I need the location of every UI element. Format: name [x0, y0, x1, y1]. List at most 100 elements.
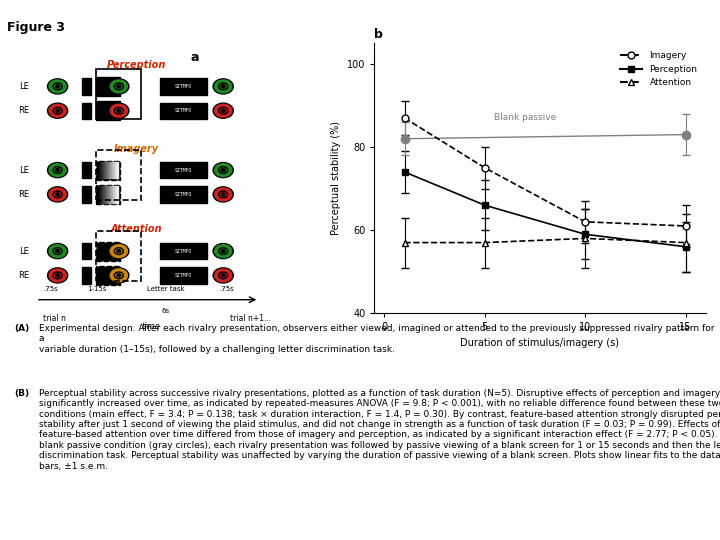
- Bar: [82, 243, 91, 259]
- Text: a: a: [190, 51, 199, 64]
- Circle shape: [221, 168, 225, 172]
- Circle shape: [110, 104, 127, 117]
- Circle shape: [117, 85, 121, 88]
- Circle shape: [221, 274, 225, 277]
- Bar: [96, 266, 120, 285]
- Circle shape: [55, 109, 60, 112]
- Bar: [82, 78, 91, 94]
- Text: Blank passive: Blank passive: [494, 113, 556, 122]
- Circle shape: [110, 80, 127, 93]
- Bar: [82, 186, 91, 202]
- Bar: [107, 162, 108, 178]
- Circle shape: [117, 274, 121, 277]
- Bar: [82, 267, 91, 284]
- Circle shape: [215, 269, 232, 282]
- Text: Perceptual stability across successive rivalry presentations, plotted as a funct: Perceptual stability across successive r…: [39, 389, 720, 470]
- Bar: [114, 162, 115, 178]
- Bar: [116, 186, 117, 202]
- Circle shape: [213, 244, 233, 259]
- Text: SZTMFO: SZTMFO: [175, 273, 192, 278]
- Bar: [112, 162, 113, 178]
- Bar: [99, 186, 100, 202]
- Circle shape: [221, 85, 225, 88]
- Text: RE: RE: [18, 271, 29, 280]
- Circle shape: [221, 193, 225, 196]
- Bar: [96, 242, 120, 261]
- Text: SZTMFO: SZTMFO: [175, 248, 192, 254]
- Circle shape: [215, 80, 232, 93]
- Text: trial n: trial n: [43, 314, 66, 323]
- Circle shape: [213, 103, 233, 118]
- Bar: [98, 186, 99, 202]
- Bar: [105, 162, 106, 178]
- Text: 1-15s: 1-15s: [87, 286, 107, 292]
- Text: Figure 3: Figure 3: [7, 21, 66, 33]
- Text: .75s: .75s: [220, 286, 234, 292]
- Circle shape: [109, 103, 129, 118]
- Bar: [96, 77, 120, 96]
- Bar: [102, 186, 103, 202]
- Bar: [116, 162, 117, 178]
- Circle shape: [55, 274, 60, 277]
- Bar: [161, 78, 207, 94]
- Text: LE: LE: [19, 166, 29, 174]
- Circle shape: [48, 268, 68, 283]
- Text: RE: RE: [18, 106, 29, 115]
- Text: Experimental design. After each rivalry presentation, observers either viewed, i: Experimental design. After each rivalry …: [39, 324, 714, 354]
- Bar: [103, 162, 104, 178]
- Text: Imagery: Imagery: [114, 144, 159, 153]
- Bar: [105, 186, 106, 202]
- X-axis label: Duration of stimulus/imagery (s): Duration of stimulus/imagery (s): [461, 338, 619, 348]
- Bar: [100, 162, 101, 178]
- Bar: [115, 162, 116, 178]
- Circle shape: [215, 104, 232, 117]
- Y-axis label: Perceptual stability (%): Perceptual stability (%): [331, 121, 341, 235]
- Circle shape: [55, 193, 60, 196]
- Bar: [109, 186, 110, 202]
- Bar: [111, 186, 112, 202]
- Circle shape: [221, 249, 225, 253]
- Circle shape: [109, 79, 129, 94]
- Text: LE: LE: [19, 247, 29, 255]
- Bar: [112, 186, 113, 202]
- Bar: [101, 186, 102, 202]
- Bar: [109, 162, 110, 178]
- Bar: [161, 267, 207, 284]
- Text: (B): (B): [14, 389, 30, 398]
- Text: Attention: Attention: [111, 225, 163, 234]
- Bar: [161, 243, 207, 259]
- Bar: [102, 162, 103, 178]
- Circle shape: [117, 109, 121, 112]
- Bar: [106, 186, 107, 202]
- Circle shape: [49, 104, 66, 117]
- Text: SZTMFO: SZTMFO: [175, 192, 192, 197]
- Circle shape: [213, 268, 233, 283]
- Bar: [103, 186, 104, 202]
- Bar: [108, 186, 109, 202]
- Circle shape: [48, 103, 68, 118]
- Bar: [100, 186, 101, 202]
- Text: trial n+1...: trial n+1...: [230, 314, 271, 323]
- Bar: [113, 186, 114, 202]
- Circle shape: [213, 163, 233, 178]
- Bar: [110, 162, 111, 178]
- Text: Letter task: Letter task: [147, 286, 184, 292]
- Bar: [96, 102, 120, 120]
- Bar: [104, 162, 105, 178]
- Text: b: b: [374, 28, 383, 40]
- Bar: [161, 162, 207, 178]
- Circle shape: [55, 168, 60, 172]
- Bar: [82, 162, 91, 178]
- Bar: [96, 150, 142, 200]
- Circle shape: [49, 269, 66, 282]
- Circle shape: [213, 187, 233, 202]
- Circle shape: [48, 79, 68, 94]
- Circle shape: [109, 244, 129, 259]
- Bar: [82, 103, 91, 119]
- Text: .75s: .75s: [43, 286, 58, 292]
- Text: LE: LE: [19, 82, 29, 91]
- Bar: [96, 231, 142, 281]
- Circle shape: [215, 188, 232, 201]
- Circle shape: [215, 164, 232, 177]
- Bar: [96, 69, 142, 119]
